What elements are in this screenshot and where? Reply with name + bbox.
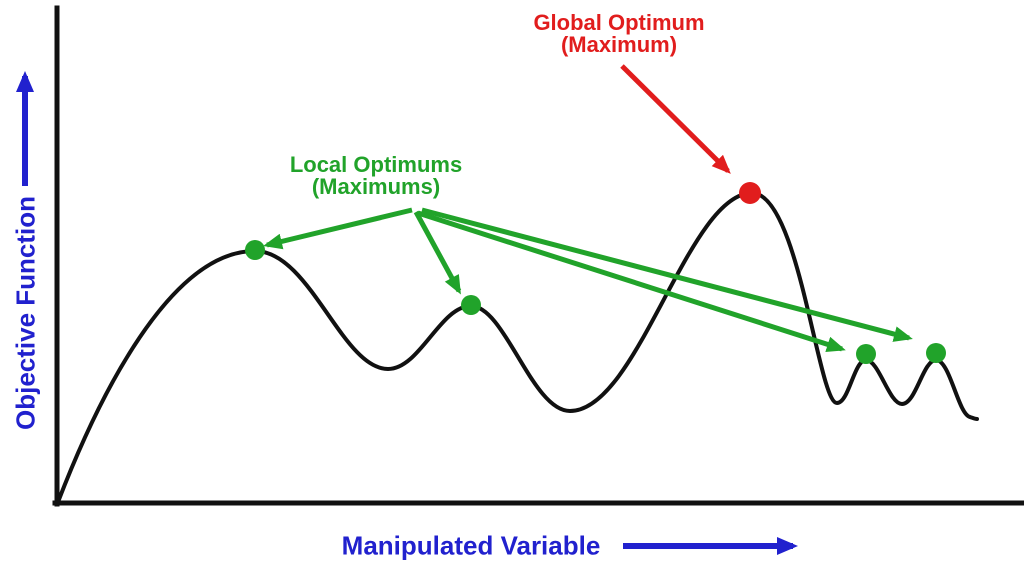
local-optimum-dot-4 <box>926 343 946 363</box>
local-optimums-label-line1: Local Optimums <box>289 152 463 177</box>
local-optimums-label-line2: (Maximums) <box>311 174 441 199</box>
local-optimum-dot-3 <box>856 344 876 364</box>
local-optimum-dot-2 <box>461 295 481 315</box>
y-axis-title: Objective Function <box>10 195 41 431</box>
global-optimum-label: Global Optimum (Maximum) <box>533 12 704 56</box>
local-optimums-label: Local Optimums (Maximums) <box>290 154 462 198</box>
global-optimum-label-line1: Global Optimum <box>533 10 705 35</box>
arrow-to-local-optimum-1 <box>263 207 413 250</box>
objective-function-curve <box>56 190 979 504</box>
arrow-to-local-optimum-2 <box>413 210 462 295</box>
x-axis-title: Manipulated Variable <box>341 530 601 561</box>
arrow-to-local-optimum-3 <box>417 210 846 353</box>
arrow-to-local-optimum-4 <box>421 207 913 342</box>
global-optimum-label-line2: (Maximum) <box>560 32 678 57</box>
arrow-to-global-optimum <box>620 64 731 174</box>
local-optimum-dot-1 <box>245 240 265 260</box>
global-optimum-dot <box>739 182 761 204</box>
